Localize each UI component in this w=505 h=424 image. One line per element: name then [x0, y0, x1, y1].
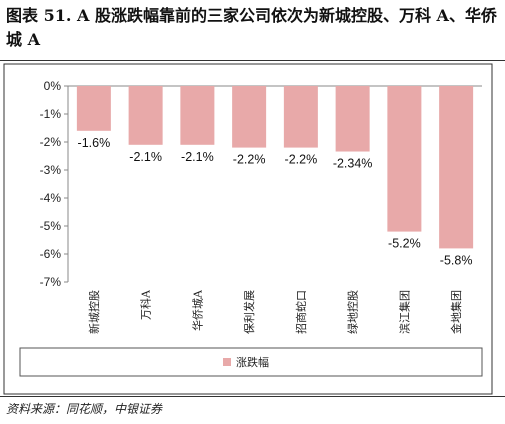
title-rule [0, 60, 505, 61]
x-category-label: 新城控股 [87, 290, 101, 334]
legend: 涨跌幅 [19, 347, 483, 377]
data-label: -5.2% [388, 237, 421, 251]
chart-title: 图表 51. A 股涨跌幅靠前的三家公司依次为新城控股、万科 A、华侨城 A [6, 6, 497, 49]
plot-area: 0% -1% -2% -3% -4% -5% -6% -7% -1.6% 新城控股 -2.1% 万科A… [3, 63, 493, 395]
y-tick-label: -4% [40, 191, 62, 205]
y-tick-label: -5% [40, 219, 62, 233]
y-tick-label: -6% [40, 247, 62, 261]
data-label: -1.6% [78, 136, 111, 150]
legend-box [19, 347, 483, 377]
y-tick-label: 0% [44, 79, 62, 93]
bar [387, 86, 422, 232]
x-category-label: 招商蛇口 [294, 290, 308, 334]
source-rule [0, 396, 505, 397]
bar [439, 86, 474, 249]
data-label: -2.34% [333, 157, 373, 171]
bar-chart: 0% -1% -2% -3% -4% -5% -6% -7% -1.6% 新城控股 -2.1% 万科A… [3, 63, 493, 395]
data-label: -2.2% [285, 153, 318, 167]
data-label: -2.1% [129, 150, 162, 164]
data-label: -5.8% [440, 253, 473, 267]
bar [180, 86, 215, 145]
y-tick-label: -1% [40, 107, 62, 121]
bar [283, 86, 318, 148]
y-tick-label: -7% [40, 275, 62, 289]
bar [76, 86, 111, 131]
x-category-label: 万科A [139, 289, 153, 320]
bar [128, 86, 163, 145]
legend-label: 涨跌幅 [236, 355, 269, 369]
data-label: -2.1% [181, 150, 214, 164]
x-category-label: 华侨城A [190, 289, 204, 331]
x-category-label: 滨江集团 [397, 290, 411, 334]
x-category-label: 保利发展 [242, 290, 256, 334]
chart-frame [3, 63, 493, 395]
x-category-label: 金地集团 [449, 290, 463, 334]
source-note: 资料来源：同花顺，中银证券 [6, 402, 163, 416]
bar [232, 86, 267, 148]
data-label: -2.2% [233, 153, 266, 167]
legend-swatch [223, 358, 231, 366]
bar [335, 86, 370, 152]
y-tick-label: -3% [40, 163, 62, 177]
x-category-label: 绿地控股 [346, 290, 360, 334]
y-tick-label: -2% [40, 135, 62, 149]
